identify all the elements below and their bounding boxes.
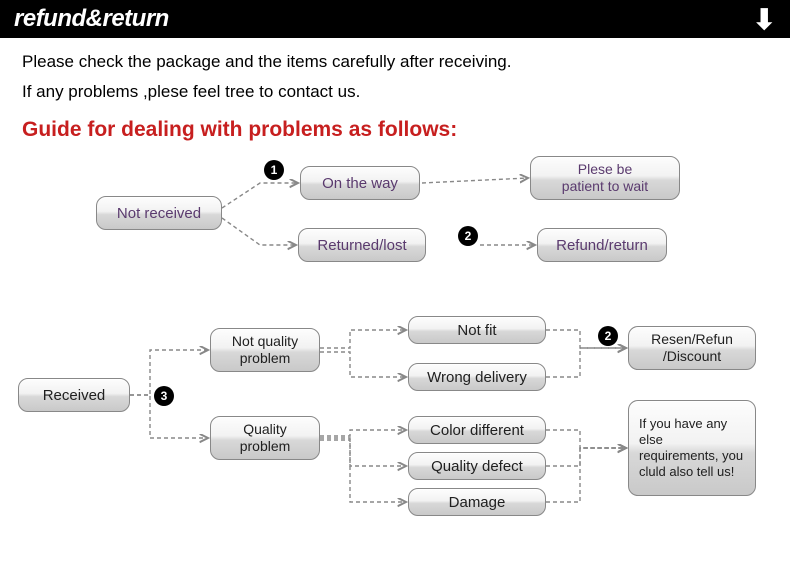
node-quality_defect: Quality defect bbox=[408, 452, 546, 480]
node-damage: Damage bbox=[408, 488, 546, 516]
header-bar: refund&return ⬇ bbox=[0, 0, 790, 38]
connector bbox=[546, 430, 626, 448]
node-wrong_delivery: Wrong delivery bbox=[408, 363, 546, 391]
node-received: Received bbox=[18, 378, 130, 412]
badge-1: 1 bbox=[264, 160, 284, 180]
connector bbox=[222, 218, 296, 245]
guide-heading: Guide for dealing with problems as follo… bbox=[0, 118, 790, 148]
header-title: refund&return bbox=[14, 5, 169, 33]
node-returned_lost: Returned/lost bbox=[298, 228, 426, 262]
connector bbox=[320, 430, 406, 436]
node-else_req: If you have any else requirements, you c… bbox=[628, 400, 756, 496]
connector bbox=[546, 348, 626, 377]
arrow-down-icon: ⬇ bbox=[753, 3, 776, 36]
connector bbox=[320, 438, 406, 466]
node-not_fit: Not fit bbox=[408, 316, 546, 344]
node-patient: Plese bepatient to wait bbox=[530, 156, 680, 200]
connector bbox=[320, 352, 406, 377]
node-not_received: Not received bbox=[96, 196, 222, 230]
intro-block: Please check the package and the items c… bbox=[0, 38, 790, 118]
connector bbox=[320, 330, 406, 348]
node-quality: Qualityproblem bbox=[210, 416, 320, 460]
connector bbox=[422, 178, 528, 183]
node-on_the_way: On the way bbox=[300, 166, 420, 200]
connector bbox=[546, 448, 626, 502]
intro-line-2: If any problems ,plese feel tree to cont… bbox=[22, 82, 768, 102]
node-not_quality: Not qualityproblem bbox=[210, 328, 320, 372]
flowchart-canvas: Not received On the way Returned/lost Plese… bbox=[0, 148, 790, 568]
node-refund_return: Refund/return bbox=[537, 228, 667, 262]
badge-2: 2 bbox=[598, 326, 618, 346]
badge-3: 3 bbox=[154, 386, 174, 406]
intro-line-1: Please check the package and the items c… bbox=[22, 52, 768, 72]
badge-2: 2 bbox=[458, 226, 478, 246]
connector bbox=[546, 448, 626, 466]
node-color_diff: Color different bbox=[408, 416, 546, 444]
node-resen: Resen/Refun/Discount bbox=[628, 326, 756, 370]
connector bbox=[222, 183, 298, 208]
connector bbox=[320, 440, 406, 502]
